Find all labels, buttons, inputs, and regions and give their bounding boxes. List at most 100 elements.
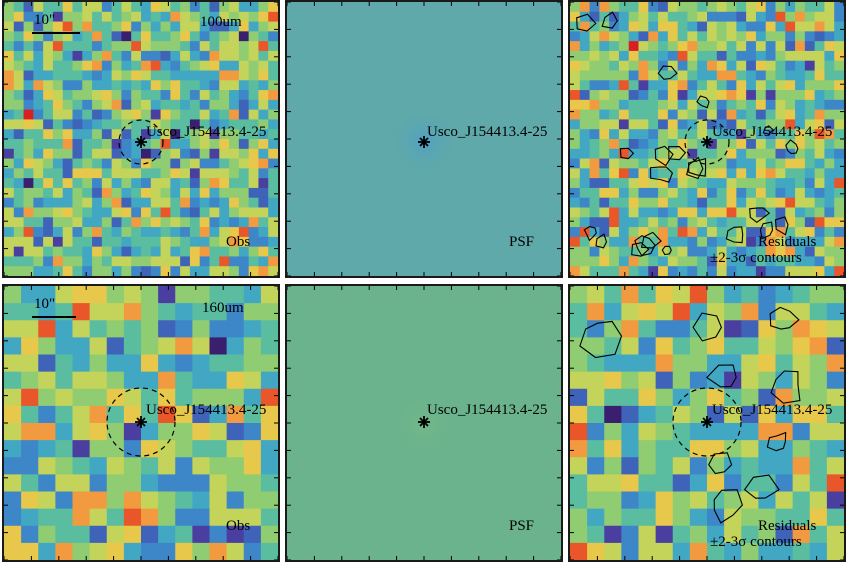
map-pixel <box>570 178 581 189</box>
map-pixel <box>52 266 64 276</box>
map-pixel <box>150 178 162 189</box>
map-pixel <box>170 158 181 169</box>
map-pixel <box>131 80 142 91</box>
map-pixel <box>82 246 93 258</box>
map-pixel <box>726 207 737 218</box>
map-pixel <box>628 246 640 258</box>
map-pixel <box>570 11 581 23</box>
map-pixel <box>192 303 211 321</box>
map-pixel <box>189 246 201 258</box>
map-pixel <box>248 90 260 101</box>
map-pixel <box>658 99 669 111</box>
map-pixel <box>43 187 54 199</box>
map-pixel <box>824 109 835 121</box>
map-pixel <box>4 31 15 42</box>
map-pixel <box>755 217 767 228</box>
map-pixel <box>180 99 191 111</box>
map-pixel <box>226 354 245 373</box>
map-pixel <box>131 187 142 199</box>
map-pixel <box>268 129 278 140</box>
map-pixel <box>746 197 757 209</box>
map-pixel <box>170 11 181 23</box>
map-pixel <box>604 440 622 458</box>
map-pixel <box>4 320 22 338</box>
map-pixel <box>707 405 725 424</box>
map-pixel <box>72 139 83 150</box>
map-pixel <box>92 2 103 13</box>
map-pixel <box>648 207 659 218</box>
map-pixel <box>123 525 142 544</box>
map-pixel <box>724 508 742 527</box>
map-pixel <box>4 11 15 23</box>
map-pixel <box>814 90 826 101</box>
map-pixel <box>667 197 679 209</box>
map-pixel <box>758 525 777 544</box>
map-pixel <box>804 217 816 228</box>
map-pixel <box>199 178 211 189</box>
map-pixel <box>175 457 193 475</box>
map-pixel <box>23 207 34 218</box>
map-pixel <box>141 31 152 42</box>
map-pixel <box>589 31 600 42</box>
map-pixel <box>13 60 25 72</box>
residual-contour <box>661 245 672 256</box>
map-pixel <box>765 129 777 140</box>
map-pixel <box>38 388 56 407</box>
map-pixel <box>33 187 44 199</box>
map-pixel <box>618 70 630 81</box>
map-pixel <box>755 11 767 23</box>
obs-map-160um <box>4 286 278 560</box>
map-pixel <box>106 303 125 321</box>
map-pixel <box>579 178 591 189</box>
map-pixel <box>755 168 767 179</box>
map-pixel <box>258 129 269 140</box>
map-pixel <box>121 129 132 140</box>
map-pixel <box>229 256 240 267</box>
map-pixel <box>189 207 201 218</box>
map-pixel <box>667 99 679 111</box>
map-pixel <box>672 525 691 544</box>
map-pixel <box>38 371 56 390</box>
map-pixel <box>628 60 640 72</box>
map-pixel <box>672 388 691 407</box>
map-pixel <box>131 41 142 52</box>
map-pixel <box>795 178 806 189</box>
map-pixel <box>658 129 669 140</box>
map-pixel <box>141 2 152 13</box>
map-pixel <box>746 90 757 101</box>
map-pixel <box>648 217 659 228</box>
map-pixel <box>775 21 786 32</box>
map-pixel <box>628 11 640 23</box>
map-pixel <box>814 11 826 23</box>
map-pixel <box>792 337 811 356</box>
map-pixel <box>570 320 588 338</box>
map-pixel <box>170 246 181 258</box>
map-pixel <box>111 246 123 258</box>
map-pixel <box>13 31 25 42</box>
map-pixel <box>238 31 250 42</box>
map-pixel <box>687 31 698 42</box>
map-pixel <box>101 109 113 121</box>
map-pixel <box>648 236 659 248</box>
map-pixel <box>131 246 142 258</box>
map-pixel <box>33 256 44 267</box>
residual-contour <box>696 95 710 109</box>
map-pixel <box>726 158 737 169</box>
map-pixel <box>638 256 649 267</box>
map-pixel <box>131 139 142 150</box>
residual-contour <box>762 125 774 135</box>
map-pixel <box>209 187 220 199</box>
map-pixel <box>687 256 698 267</box>
map-pixel <box>158 320 176 338</box>
map-pixel <box>809 388 828 407</box>
map-pixel <box>689 542 708 560</box>
map-pixel <box>724 491 742 510</box>
map-pixel <box>834 187 844 199</box>
map-pixel <box>189 41 201 52</box>
map-pixel <box>170 60 181 72</box>
map-pixel <box>106 388 125 407</box>
map-pixel <box>826 354 844 373</box>
map-pixel <box>180 148 191 160</box>
residual-contour <box>770 370 801 404</box>
map-pixel <box>158 440 176 458</box>
